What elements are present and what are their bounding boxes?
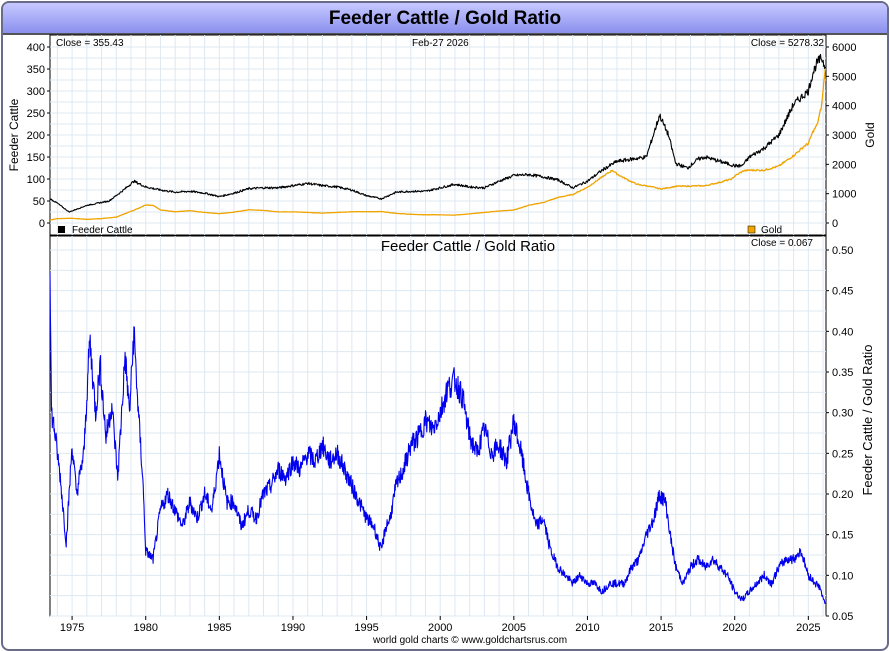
tick-label-cattle-axis: 400 xyxy=(27,42,45,54)
footer-credit: world gold charts © www.goldchartsrus.co… xyxy=(372,635,567,646)
axis-ticks xyxy=(47,46,829,620)
tick-label-x-axis: 1995 xyxy=(354,622,378,634)
tick-label-ratio-axis: 0.15 xyxy=(832,530,853,542)
tick-label-ratio-axis: 0.50 xyxy=(832,245,853,257)
legend-swatch-cattle xyxy=(58,226,65,233)
title-bar: Feeder Cattle / Gold Ratio xyxy=(3,3,887,35)
tick-label-ratio-axis: 0.25 xyxy=(832,448,853,460)
tick-label-ratio-axis: 0.20 xyxy=(832,489,853,501)
ratio-close-label: Close = 0.067 xyxy=(751,238,813,249)
tick-label-cattle-axis: 350 xyxy=(27,64,45,76)
tick-label-x-axis: 2010 xyxy=(575,622,599,634)
tick-label-x-axis: 2020 xyxy=(722,622,746,634)
tick-label-gold-axis: 1000 xyxy=(832,189,856,201)
gold-axis-title: Gold xyxy=(863,122,877,147)
ratio-axis-title: Feeder Cattle / Gold Ratio xyxy=(860,344,875,495)
legend-label-gold: Gold xyxy=(761,225,782,236)
tick-label-gold-axis: 3000 xyxy=(832,130,856,142)
legend-label-cattle: Feeder Cattle xyxy=(72,225,133,236)
legend-swatch-gold xyxy=(747,225,756,234)
date-label: Feb-27 2026 xyxy=(412,38,469,49)
tick-label-x-axis: 2000 xyxy=(428,622,452,634)
ratio-line xyxy=(49,272,826,604)
grid-lines xyxy=(50,35,826,617)
tick-label-ratio-axis: 0.10 xyxy=(832,570,853,582)
tick-label-x-axis: 1980 xyxy=(133,622,157,634)
tick-label-x-axis: 2005 xyxy=(502,622,526,634)
tick-label-ratio-axis: 0.40 xyxy=(832,326,853,338)
tick-label-x-axis: 1985 xyxy=(207,622,231,634)
tick-label-ratio-axis: 0.35 xyxy=(832,367,853,379)
tick-label-cattle-axis: 250 xyxy=(27,108,45,120)
tick-label-x-axis: 1975 xyxy=(60,622,84,634)
tick-label-cattle-axis: 200 xyxy=(27,130,45,142)
left-axis-title: Feeder Cattle xyxy=(7,98,21,171)
tick-label-cattle-axis: 100 xyxy=(27,174,45,186)
gold-price-line xyxy=(49,68,826,221)
tick-label-cattle-axis: 300 xyxy=(27,86,45,98)
right-close-label: Close = 5278.32 xyxy=(751,38,825,49)
tick-label-x-axis: 2015 xyxy=(649,622,673,634)
ratio-panel-title: Feeder Cattle / Gold Ratio xyxy=(381,238,555,255)
tick-label-cattle-axis: 150 xyxy=(27,152,45,164)
tick-label-gold-axis: 5000 xyxy=(832,71,856,83)
tick-label-x-axis: 1990 xyxy=(281,622,305,634)
tick-label-gold-axis: 6000 xyxy=(832,42,856,54)
tick-label-cattle-axis: 0 xyxy=(39,218,45,230)
chart-title: Feeder Cattle / Gold Ratio xyxy=(328,8,562,29)
tick-label-ratio-axis: 0.05 xyxy=(832,611,853,623)
tick-label-ratio-axis: 0.30 xyxy=(832,408,853,420)
feeder-cattle-line xyxy=(49,53,826,213)
left-close-label: Close = 355.43 xyxy=(56,38,124,49)
tick-label-gold-axis: 0 xyxy=(832,218,838,230)
tick-label-gold-axis: 4000 xyxy=(832,101,856,113)
tick-label-x-axis: 2025 xyxy=(796,622,820,634)
tick-label-cattle-axis: 50 xyxy=(33,196,45,208)
axis-labels: 0501001502002503003504000100020003000400… xyxy=(27,42,857,634)
tick-label-gold-axis: 2000 xyxy=(832,159,856,171)
series-lines xyxy=(49,53,826,604)
tick-label-ratio-axis: 0.45 xyxy=(832,286,853,298)
